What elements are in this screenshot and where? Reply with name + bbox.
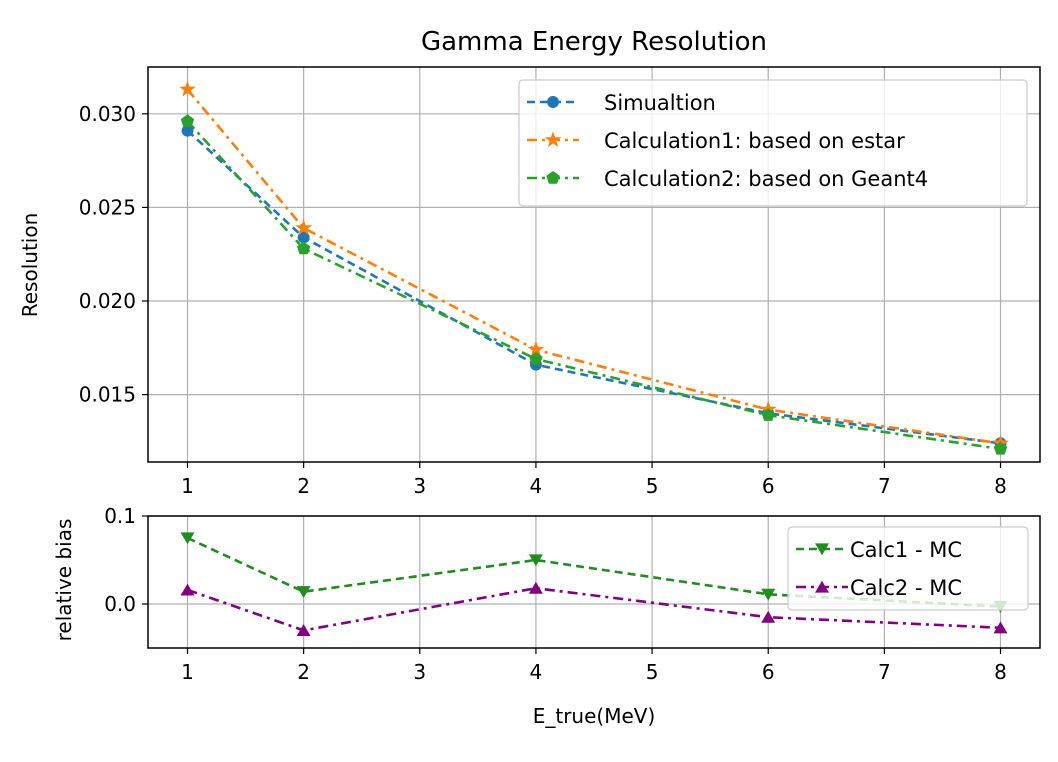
resolution-data-point-2	[993, 441, 1008, 455]
bias-x-tick-label: 5	[646, 660, 659, 684]
bias-y-tick-label: 0.1	[104, 504, 136, 528]
bias-x-tick-label: 6	[762, 660, 775, 684]
bias-y-axis-label: relative bias	[52, 519, 76, 642]
bias-data-point-1	[761, 610, 776, 623]
resolution-x-ticks: 1 2 3 4 5 6 7 8	[181, 462, 1007, 498]
bias-legend-marker	[815, 543, 829, 556]
bias-data-point-1	[296, 624, 311, 636]
bias-data-point-0	[761, 588, 776, 601]
bias-legend-box	[787, 526, 1029, 611]
resolution-x-tick-label: 1	[181, 474, 194, 498]
bias-y-ticks: 0.0 0.1	[104, 504, 148, 616]
resolution-legend-label: Calculation2: based on Geant4	[604, 167, 928, 191]
resolution-y-tick-label: 0.025	[79, 195, 136, 219]
bias-data-point-0	[180, 532, 195, 545]
resolution-legend-marker	[544, 131, 562, 148]
resolution-x-tick-label: 2	[297, 474, 310, 498]
resolution-legend-label: Calculation1: based on estar	[604, 129, 905, 153]
resolution-y-tick-label: 0.020	[79, 289, 136, 313]
resolution-y-ticks: 0.015 0.020 0.025 0.030	[79, 102, 148, 407]
bias-x-tick-label: 2	[297, 660, 310, 684]
bias-series-line-0	[186, 536, 1001, 608]
resolution-x-tick-label: 8	[994, 474, 1007, 498]
bias-legend-label: Calc1 - MC	[850, 538, 962, 562]
resolution-panel: 1 2 3 4 5 6 7 8 0.015 0.020 0.025 0.030 Gamma Ener…	[18, 27, 1041, 498]
resolution-x-tick-label: 4	[530, 474, 543, 498]
resolution-x-tick-label: 3	[413, 474, 426, 498]
resolution-axes-frame	[147, 66, 1041, 463]
bias-x-tick-label: 8	[994, 660, 1007, 684]
resolution-data-point-2	[529, 352, 543, 365]
bias-data-point-1	[528, 581, 543, 594]
resolution-data-point-0	[181, 124, 194, 137]
resolution-x-tick-label: 5	[646, 474, 659, 498]
bias-data-point-0	[296, 586, 311, 598]
bias-x-tick-label: 4	[530, 660, 543, 684]
bias-x-ticks: 1 2 3 4 5 6 7 8	[181, 648, 1007, 684]
bias-x-tick-label: 3	[413, 660, 426, 684]
bias-data-point-0	[528, 554, 543, 567]
bias-series-lines	[186, 536, 1001, 632]
resolution-data-point-2	[180, 114, 195, 127]
resolution-x-tick-label: 7	[878, 474, 891, 498]
bias-panel: 1 2 3 4 5 6 7 8 0.0 0.1 E_true(MeV) relative bia…	[52, 504, 1041, 728]
resolution-legend-marker	[546, 171, 560, 184]
resolution-data-point-1	[179, 80, 196, 97]
bias-x-tick-label: 1	[181, 660, 194, 684]
bias-data-point-1	[180, 583, 195, 596]
bias-x-axis-label: E_true(MeV)	[533, 704, 656, 728]
bias-y-tick-label: 0.0	[104, 592, 136, 616]
resolution-legend-box	[518, 79, 1028, 207]
bias-series-line-1	[187, 586, 1001, 632]
resolution-x-tick-label: 6	[762, 474, 775, 498]
bias-legend-marker	[815, 580, 829, 593]
resolution-data-point-2	[761, 408, 775, 421]
resolution-legend: Simualtion Calculation1: based on estar Ca…	[518, 79, 1028, 207]
bias-legend: Calc1 - MC Calc2 - MC	[787, 526, 1029, 611]
resolution-series-markers	[179, 80, 1009, 455]
resolution-legend-marker	[547, 96, 559, 108]
resolution-data-point-2	[297, 241, 311, 255]
resolution-y-axis-label: Resolution	[18, 213, 42, 318]
bias-x-tick-label: 7	[878, 660, 891, 684]
chart-title: Gamma Energy Resolution	[421, 27, 767, 57]
resolution-data-point-1	[295, 219, 312, 236]
bias-data-point-1	[993, 621, 1008, 634]
resolution-y-tick-label: 0.030	[79, 102, 136, 126]
resolution-data-point-0	[297, 231, 310, 244]
bias-legend-label: Calc2 - MC	[850, 576, 962, 600]
resolution-legend-label: Simualtion	[604, 91, 716, 115]
resolution-data-point-1	[527, 340, 545, 357]
bias-axes-frame	[147, 515, 1041, 649]
resolution-y-tick-label: 0.015	[79, 383, 136, 407]
